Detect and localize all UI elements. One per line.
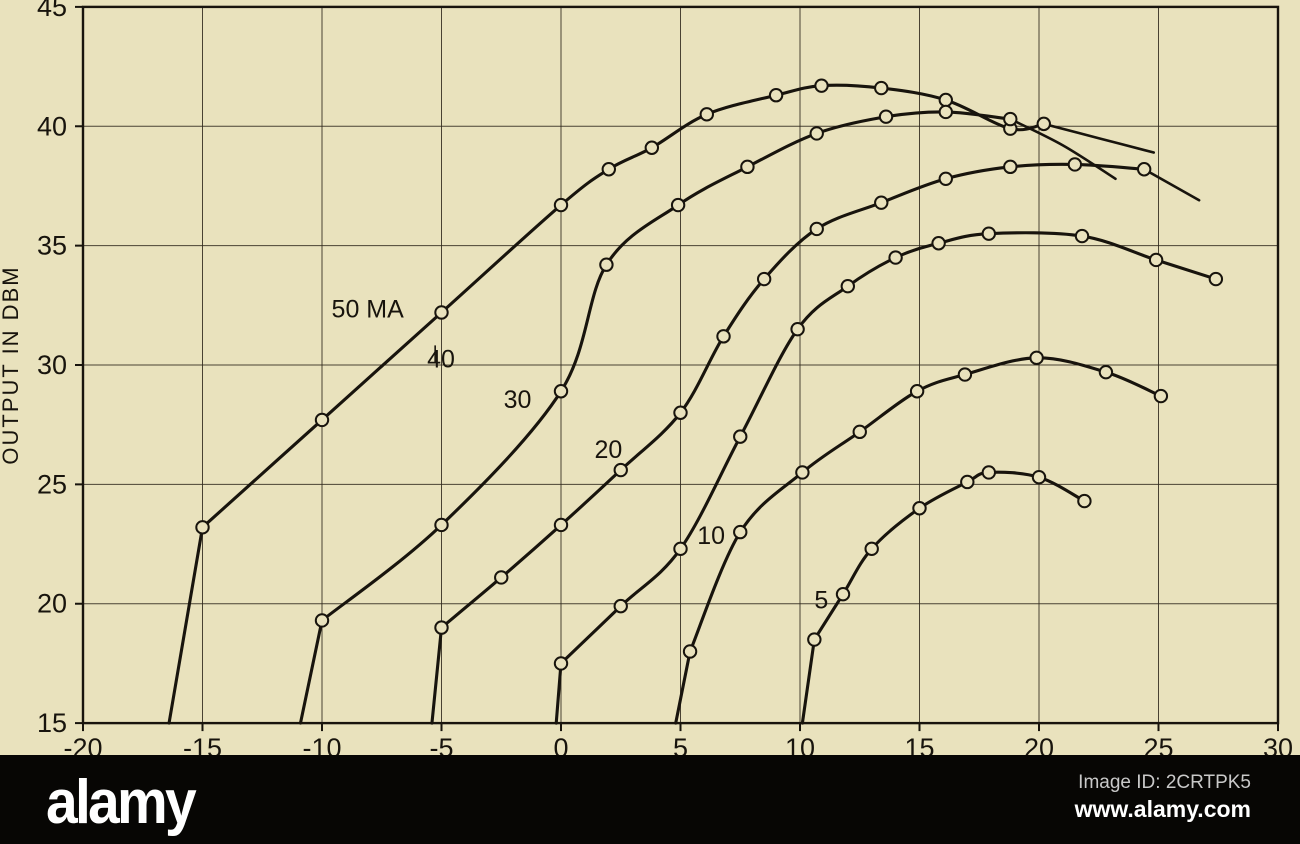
svg-text:40: 40 (427, 345, 455, 373)
svg-text:OUTPUT IN DBM: OUTPUT IN DBM (0, 265, 23, 464)
svg-text:20: 20 (594, 436, 622, 464)
svg-text:25: 25 (37, 469, 67, 499)
svg-text:20: 20 (1024, 733, 1054, 755)
svg-text:-15: -15 (183, 733, 222, 755)
svg-text:30: 30 (37, 350, 67, 380)
svg-text:Image ID: 2CRTPK5: Image ID: 2CRTPK5 (1078, 772, 1251, 793)
svg-text:25: 25 (1143, 733, 1173, 755)
svg-text:50 MA: 50 MA (332, 295, 405, 323)
svg-text:10: 10 (785, 733, 815, 755)
svg-text:20: 20 (37, 589, 67, 619)
svg-text:-5: -5 (429, 733, 453, 755)
svg-text:0: 0 (553, 733, 568, 755)
svg-text:40: 40 (37, 111, 67, 141)
svg-text:15: 15 (904, 733, 934, 755)
svg-text:30: 30 (1263, 733, 1293, 755)
svg-text:5: 5 (673, 733, 688, 755)
svg-text:45: 45 (37, 0, 67, 22)
svg-text:10: 10 (697, 522, 725, 550)
svg-text:alamy: alamy (46, 767, 197, 837)
svg-text:www.alamy.com: www.alamy.com (1074, 796, 1251, 822)
svg-text:35: 35 (37, 231, 67, 261)
svg-text:5: 5 (814, 587, 828, 615)
svg-text:15: 15 (37, 708, 67, 738)
svg-text:-10: -10 (302, 733, 341, 755)
svg-text:30: 30 (504, 386, 532, 414)
svg-text:-20: -20 (63, 733, 102, 755)
